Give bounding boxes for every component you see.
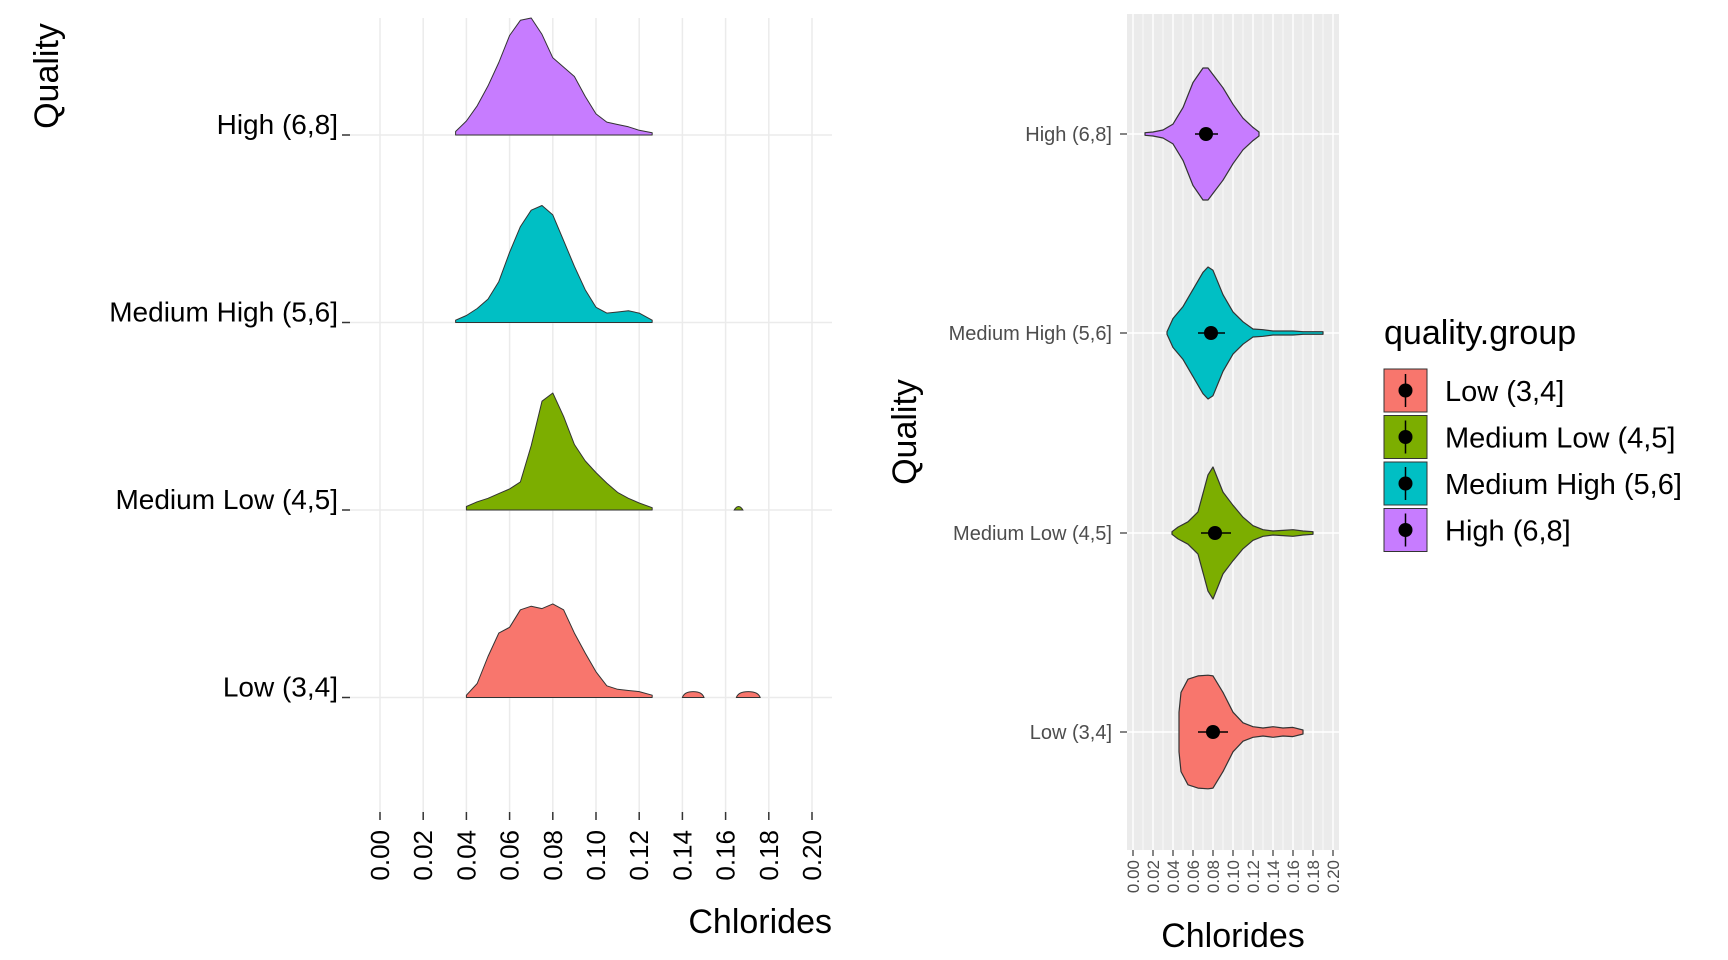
ridgeline-x-tick-label: 0.04 — [451, 830, 481, 881]
violin-shapes — [1144, 67, 1324, 790]
legend-label-low-3-4: Low (3,4] — [1445, 376, 1564, 408]
ridgeline-x-tick-label: 0.06 — [495, 830, 525, 881]
legend-key-point — [1398, 430, 1413, 444]
ridgeline-y-axis-title: Quality — [28, 23, 66, 129]
violin-y-tick-label: Medium High (5,6] — [949, 323, 1112, 345]
legend-key-point — [1398, 523, 1413, 537]
violin-y-tick-label: Low (3,4] — [1030, 722, 1112, 744]
violin-mean-low-3-4 — [1206, 725, 1220, 739]
violin-x-tick-label: 0.10 — [1224, 860, 1243, 893]
violin-x-tick-label: 0.02 — [1144, 860, 1163, 893]
violin-mean-medium-high-5-6 — [1204, 326, 1218, 340]
legend-key-point — [1398, 476, 1413, 491]
ridgeline-panel: High (6,8] Medium High (5,6] Medium Low (4… — [28, 17, 832, 941]
violin-x-axis-title: Chlorides — [1161, 917, 1305, 955]
ridgeline-x-tick-label: 0.10 — [581, 830, 611, 881]
ridgeline-y-tick-label: Low (3,4] — [223, 672, 338, 703]
ridgeline-y-tick-label: Medium Low (4,5] — [115, 484, 338, 515]
violin-x-ticks: 0.00 0.02 0.04 0.06 0.08 0.10 0.12 0.14 0.16 0.18… — [1124, 850, 1343, 893]
ridge-bump-medium-low-4-5 — [733, 505, 744, 511]
violin-y-ticks: High (6,8] Medium High (5,6] Medium Low (4… — [949, 124, 1127, 744]
violin-low-3-4 — [1178, 674, 1304, 790]
legend-label-high-6-8: High (6,8] — [1445, 516, 1571, 548]
ridgeline-x-tick-label: 0.00 — [365, 830, 395, 881]
ridgeline-x-ticks: 0.00 0.02 0.04 0.06 0.08 0.10 0.12 0.14 0.16 0.18… — [365, 812, 827, 881]
violin-mean-high-6-8 — [1199, 127, 1213, 141]
ridgeline-x-axis-title: Chlorides — [688, 903, 832, 941]
legend-key-point — [1398, 383, 1413, 398]
ridgeline-y-tick-label: High (6,8] — [217, 109, 338, 140]
violin-x-tick-label: 0.20 — [1324, 860, 1343, 893]
violin-x-tick-label: 0.16 — [1284, 860, 1303, 893]
ridge-bump-low-3-4 — [681, 691, 705, 698]
violin-x-tick-label: 0.18 — [1304, 860, 1323, 893]
violin-panel: High (6,8] Medium High (5,6] Medium Low (4… — [886, 14, 1343, 955]
ridgeline-x-tick-label: 0.08 — [538, 830, 568, 881]
legend-label-medium-high-5-6: Medium High (5,6] — [1445, 469, 1682, 501]
violin-y-tick-label: Medium Low (4,5] — [953, 523, 1112, 545]
ridge-bump-low-3-4 — [735, 691, 761, 698]
ridgeline-x-tick-label: 0.14 — [667, 830, 697, 881]
ridgeline-x-tick-label: 0.12 — [624, 830, 654, 881]
violin-x-tick-label: 0.08 — [1204, 860, 1223, 893]
violin-x-tick-label: 0.06 — [1184, 860, 1203, 893]
ridgeline-x-tick-label: 0.20 — [797, 830, 827, 881]
violin-y-axis-title: Quality — [886, 379, 924, 485]
ridgeline-y-tick-label: Medium High (5,6] — [109, 297, 338, 328]
violin-y-tick-label: High (6,8] — [1025, 124, 1112, 146]
ridgeline-x-tick-label: 0.16 — [711, 830, 741, 881]
violin-x-tick-label: 0.00 — [1124, 860, 1143, 893]
ridge-medium-low-4-5 — [465, 392, 653, 511]
ridgeline-x-tick-label: 0.02 — [408, 830, 438, 881]
ridge-high-6-8 — [455, 17, 653, 136]
ridgeline-x-tick-label: 0.18 — [754, 830, 784, 881]
violin-mean-medium-low-4-5 — [1208, 526, 1222, 540]
violin-x-tick-label: 0.14 — [1264, 860, 1283, 893]
violin-x-tick-label: 0.12 — [1244, 860, 1263, 893]
ridge-medium-high-5-6 — [455, 205, 653, 323]
violin-medium-high-5-6 — [1166, 266, 1324, 400]
legend: quality.group Low (3,4] Medium Low (4,5] M… — [1383, 314, 1682, 552]
legend-items: Low (3,4] Medium Low (4,5] Medium High (5,… — [1383, 368, 1682, 552]
violin-x-tick-label: 0.04 — [1164, 860, 1183, 893]
violin-medium-low-4-5 — [1171, 466, 1314, 600]
ridgeline-y-ticks: High (6,8] Medium High (5,6] Medium Low (4… — [109, 109, 350, 703]
ridgeline-ridges — [455, 17, 761, 698]
legend-title: quality.group — [1384, 314, 1576, 352]
legend-label-medium-low-4-5: Medium Low (4,5] — [1445, 423, 1676, 455]
ridge-low-3-4 — [465, 603, 653, 698]
